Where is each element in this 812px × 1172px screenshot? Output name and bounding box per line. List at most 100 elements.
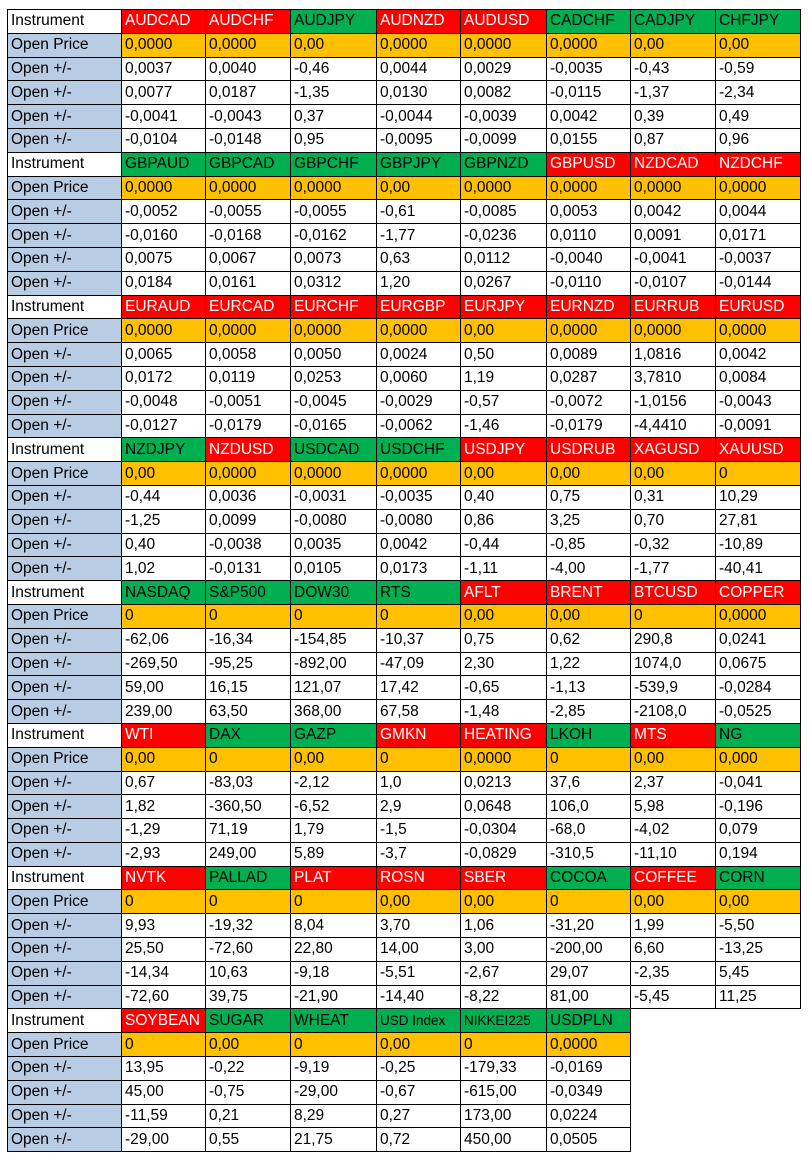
delta-value: 0,0042 — [630, 199, 716, 225]
delta-value: -269,50 — [121, 651, 206, 677]
delta-value: -360,50 — [205, 794, 291, 820]
instrument-symbol: GBPJPY — [376, 151, 461, 177]
delta-value: 22,80 — [290, 937, 377, 962]
delta-value: -0,0044 — [376, 104, 461, 129]
delta-value: -0,0095 — [376, 127, 461, 153]
instrument-label: Instrument — [7, 294, 122, 320]
delta-value: 0,40 — [121, 532, 206, 558]
empty-cell — [630, 1032, 716, 1057]
instrument-symbol: NG — [715, 722, 801, 748]
delta-value: 21,75 — [290, 1127, 377, 1153]
delta-value: -72,60 — [205, 937, 291, 962]
delta-value: -179,33 — [460, 1056, 547, 1081]
instrument-symbol: ROSN — [376, 865, 461, 891]
open-price-value: 0 — [205, 889, 291, 915]
delta-value: -0,0148 — [205, 127, 291, 153]
delta-row: Open +/- -0,0041 -0,0043 0,37 -0,0044 -0,0039… — [7, 104, 801, 129]
delta-row: Open +/- -29,00 0,55 21,75 0,72 450,00 0,0505 — [7, 1127, 801, 1153]
open-price-row: Open Price 0,0000 0,0000 0,0000 0,0000 0,00 0,… — [7, 318, 801, 344]
delta-value: 121,07 — [290, 675, 377, 701]
instrument-symbol: EURCHF — [290, 294, 377, 320]
delta-row: Open +/- 1,82 -360,50 -6,52 2,9 0,0648 106,0 5,… — [7, 794, 801, 820]
delta-label: Open +/- — [7, 770, 122, 796]
open-price-label: Open Price — [7, 746, 122, 772]
delta-value: 1,0 — [376, 770, 461, 796]
instrument-symbol: AFLT — [460, 580, 547, 605]
delta-value: -72,60 — [121, 984, 206, 1010]
delta-value: 450,00 — [460, 1127, 547, 1153]
delta-value: -1,46 — [460, 413, 547, 439]
delta-value: 0,75 — [546, 484, 631, 510]
delta-label: Open +/- — [7, 1079, 122, 1105]
instrument-symbol: AUDJPY — [290, 9, 377, 34]
empty-cell — [630, 1056, 716, 1081]
delta-value: -0,0127 — [121, 413, 206, 439]
delta-label: Open +/- — [7, 818, 122, 843]
delta-value: -1,5 — [376, 818, 461, 843]
instrument-symbol: USDCAD — [290, 437, 377, 463]
delta-label: Open +/- — [7, 199, 122, 225]
empty-cell — [630, 1104, 716, 1128]
delta-value: -2,85 — [546, 699, 631, 724]
delta-value: 0,0089 — [546, 342, 631, 367]
delta-value: -0,0040 — [546, 246, 631, 272]
delta-value: 0,0037 — [121, 56, 206, 82]
instrument-symbol: NZDUSD — [205, 437, 291, 463]
open-price-row: Open Price 0,00 0,0000 0,0000 0,0000 0,00 0,00… — [7, 461, 801, 486]
delta-row: Open +/- 0,0172 0,0119 0,0253 0,0060 1,19 0,02… — [7, 365, 801, 391]
instrument-symbol: USDPLN — [546, 1008, 631, 1034]
delta-value: 2,9 — [376, 794, 461, 820]
delta-value: -0,46 — [290, 56, 377, 82]
delta-value: -1,0156 — [630, 389, 716, 415]
delta-value: -5,50 — [715, 913, 801, 939]
instrument-symbol: EURCAD — [205, 294, 291, 320]
delta-value: 27,81 — [715, 508, 801, 534]
delta-value: -0,0144 — [715, 270, 801, 296]
open-price-value: 0 — [121, 1032, 206, 1058]
delta-label: Open +/- — [7, 80, 122, 106]
delta-value: -1,77 — [630, 556, 716, 582]
delta-value: -0,61 — [376, 199, 461, 225]
delta-value: -154,85 — [290, 627, 377, 653]
open-price-label: Open Price — [7, 603, 122, 629]
delta-value: 8,04 — [290, 913, 377, 939]
delta-value: 6,60 — [630, 937, 716, 962]
open-price-value: 0,0000 — [715, 175, 801, 201]
instrument-symbol: DAX — [205, 722, 291, 748]
delta-label: Open +/- — [7, 104, 122, 129]
delta-value: -95,25 — [205, 651, 291, 677]
delta-value: -0,0055 — [290, 199, 377, 225]
instrument-symbol: AUDCAD — [121, 9, 206, 34]
delta-value: -1,77 — [376, 223, 461, 248]
delta-row: Open +/- -62,06 -16,34 -154,85 -10,37 0,75 0,6… — [7, 627, 801, 653]
delta-value: 0,0082 — [460, 80, 547, 106]
delta-row: Open +/- 239,00 63,50 368,00 67,58 -1,48 -2,85… — [7, 699, 801, 724]
open-price-value: 0 — [460, 1032, 547, 1058]
instrument-symbol: PLAT — [290, 865, 377, 891]
delta-label: Open +/- — [7, 1056, 122, 1081]
delta-value: 39,75 — [205, 984, 291, 1010]
delta-row: Open +/- 9,93 -19,32 8,04 3,70 1,06 -31,20 1,99… — [7, 913, 801, 939]
delta-value: -2,34 — [715, 80, 801, 106]
delta-label: Open +/- — [7, 627, 122, 653]
instrument-symbol: AUDNZD — [376, 9, 461, 34]
delta-row: Open +/- -11,59 0,21 8,29 0,27 173,00 0,0224 — [7, 1103, 801, 1129]
open-price-row: Open Price 0,0000 0,0000 0,00 0,0000 0,0000 0,… — [7, 32, 801, 58]
delta-value: 0,0042 — [715, 342, 801, 367]
delta-value: -0,0055 — [205, 199, 291, 225]
open-price-value: 0 — [546, 889, 631, 915]
delta-label: Open +/- — [7, 937, 122, 962]
open-price-value: 0,00 — [376, 889, 461, 915]
delta-value: 0,0029 — [460, 56, 547, 82]
open-price-value: 0,0000 — [205, 318, 291, 344]
instrument-symbol: USD Index — [376, 1008, 461, 1034]
delta-row: Open +/- -1,25 0,0099 -0,0080 -0,0080 0,86 3,2… — [7, 508, 801, 534]
delta-row: Open +/- -1,29 71,19 1,79 -1,5 -0,0304 -68,0 -4… — [7, 818, 801, 843]
delta-value: 29,07 — [546, 960, 631, 986]
delta-value: 11,25 — [715, 984, 801, 1010]
delta-label: Open +/- — [7, 913, 122, 939]
delta-value: -29,00 — [121, 1127, 206, 1153]
open-price-value: 0,00 — [546, 461, 631, 486]
delta-value: 10,63 — [205, 960, 291, 986]
empty-cell — [715, 1127, 801, 1152]
